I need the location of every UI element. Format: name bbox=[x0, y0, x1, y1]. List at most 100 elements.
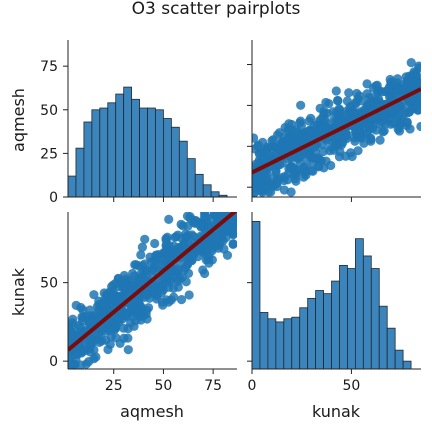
scatter-bl-point bbox=[111, 323, 121, 333]
aqmesh-hist-bar bbox=[107, 102, 117, 198]
scatter-bl-point bbox=[230, 202, 239, 211]
scatter-bl-point bbox=[150, 238, 160, 249]
scatter-bl-point bbox=[228, 239, 237, 249]
scatter-tr-point bbox=[359, 138, 369, 148]
kunak-hist-bar bbox=[394, 349, 404, 370]
scatter-tr-point bbox=[279, 185, 289, 195]
aqmesh-histogram-panel: 0 25 50 75 bbox=[40, 40, 237, 206]
scatter-bl-point bbox=[85, 305, 95, 315]
scatter-bl-point bbox=[231, 199, 240, 208]
scatter-bl-point bbox=[199, 212, 210, 222]
scatter-bl-point bbox=[130, 260, 140, 270]
scatter-bl-point bbox=[68, 330, 74, 340]
kunak-hist-bar bbox=[283, 318, 293, 370]
scatter-bl-point bbox=[225, 190, 234, 199]
scatter-tr-point bbox=[319, 106, 329, 116]
scatter-tr-point bbox=[256, 174, 266, 184]
kunak-hist-bar bbox=[331, 280, 340, 370]
aqmesh-hist-bar bbox=[99, 107, 109, 198]
scatter-bl-point bbox=[178, 221, 188, 231]
scatter-tr-point bbox=[310, 147, 321, 157]
kunak-hist-bar bbox=[323, 293, 332, 370]
aqmesh-hist-bar bbox=[163, 118, 172, 198]
aqmesh-hist-bar bbox=[67, 175, 77, 198]
scatter-tr-point bbox=[271, 167, 281, 177]
scatter-tr-point bbox=[354, 91, 364, 101]
scatter-tr-point bbox=[252, 133, 259, 143]
kunak-hist-bar bbox=[362, 255, 372, 370]
aqmesh-hist-bar bbox=[75, 147, 85, 198]
scatter-bl-point bbox=[213, 243, 223, 253]
scatter-bl-point bbox=[227, 176, 236, 185]
aqmesh-hist-bar bbox=[202, 184, 212, 198]
aqmesh-hist-bar bbox=[139, 107, 148, 198]
kunak-hist-bar bbox=[370, 268, 380, 370]
scatter-tr-point bbox=[306, 165, 317, 176]
scatter-tr-point bbox=[364, 100, 374, 110]
scatter-bl-x-tick-label: 50 bbox=[155, 378, 173, 394]
kunak-hist-bar bbox=[259, 312, 269, 370]
scatter-bl-point bbox=[114, 281, 124, 292]
scatter-tr-point bbox=[346, 101, 356, 111]
scatter-tr-point bbox=[379, 126, 389, 136]
aqmesh-hist-y-tick-label: 25 bbox=[40, 146, 58, 162]
scatter-bl-point bbox=[161, 241, 171, 251]
aqmesh-hist-bar bbox=[194, 173, 204, 198]
scatter-bl-point bbox=[123, 333, 133, 343]
scatter-bl-point bbox=[95, 325, 105, 336]
scatter-tr-point bbox=[403, 99, 413, 109]
scatter-tr-point bbox=[291, 166, 301, 176]
x-axis-label-aqmesh: aqmesh bbox=[120, 402, 184, 421]
scatter-tr-point bbox=[362, 89, 372, 99]
scatter-bl-point bbox=[136, 250, 146, 260]
kunak-hist-bar bbox=[291, 316, 301, 370]
scatter-bl-point bbox=[145, 252, 155, 262]
scatter-bl-point bbox=[111, 333, 121, 343]
scatter-bl-point bbox=[111, 316, 121, 326]
scatter-bl-point bbox=[123, 345, 133, 355]
scatter-tr-point bbox=[416, 121, 421, 132]
scatter-tr-point bbox=[333, 140, 343, 150]
kunak-hist-x-tick-label: 0 bbox=[248, 378, 257, 394]
scatter-bl-point bbox=[228, 194, 237, 203]
scatter-bl-point bbox=[168, 283, 178, 294]
aqmesh-hist-bar bbox=[91, 109, 101, 198]
aqmesh-hist-bar bbox=[83, 121, 93, 198]
kunak-hist-bar bbox=[347, 268, 356, 370]
scatter-tr-point bbox=[375, 135, 385, 145]
scatter-bl-point bbox=[184, 290, 194, 300]
scatter-tr-point bbox=[333, 96, 343, 106]
scatter-bl-point bbox=[206, 197, 215, 206]
scatter-tr-point bbox=[413, 92, 421, 102]
aqmesh-hist-bar bbox=[155, 109, 164, 198]
scatter-bl-point bbox=[123, 275, 133, 285]
scatter-tr-point bbox=[365, 121, 375, 131]
scatter-bl-point bbox=[140, 259, 150, 269]
scatter-tr-point bbox=[341, 109, 352, 120]
aqmesh-hist-y-tick-label: 0 bbox=[49, 190, 58, 206]
scatter-tr-point bbox=[324, 99, 334, 109]
scatter-bl-points bbox=[68, 176, 240, 369]
scatter-tr-point bbox=[295, 118, 305, 128]
scatter-bl-point bbox=[209, 212, 219, 220]
scatter-bl-point bbox=[229, 201, 238, 210]
scatter-bl-point bbox=[88, 315, 98, 325]
kunak-hist-x-tick-label: 50 bbox=[342, 378, 360, 394]
scatter-tr-point bbox=[267, 181, 278, 192]
aqmesh-hist-bar bbox=[115, 93, 125, 198]
scatter-tr-point bbox=[302, 152, 312, 163]
scatter-bl-point bbox=[127, 268, 138, 279]
scatter-bl-point bbox=[180, 263, 191, 273]
kunak-vs-aqmesh-scatter-panel bbox=[247, 40, 421, 202]
scatter-tr-point bbox=[366, 134, 376, 144]
scatter-tr-point bbox=[291, 176, 301, 186]
scatter-tr-point bbox=[368, 83, 378, 93]
scatter-tr-point bbox=[260, 183, 270, 193]
scatter-bl-point bbox=[138, 310, 148, 321]
scatter-bl-point bbox=[176, 295, 187, 305]
scatter-bl-point bbox=[123, 324, 133, 334]
scatter-tr-point bbox=[276, 138, 286, 148]
scatter-bl-point bbox=[78, 346, 88, 356]
scatter-bl-point bbox=[213, 197, 222, 206]
scatter-bl-point bbox=[228, 202, 237, 211]
